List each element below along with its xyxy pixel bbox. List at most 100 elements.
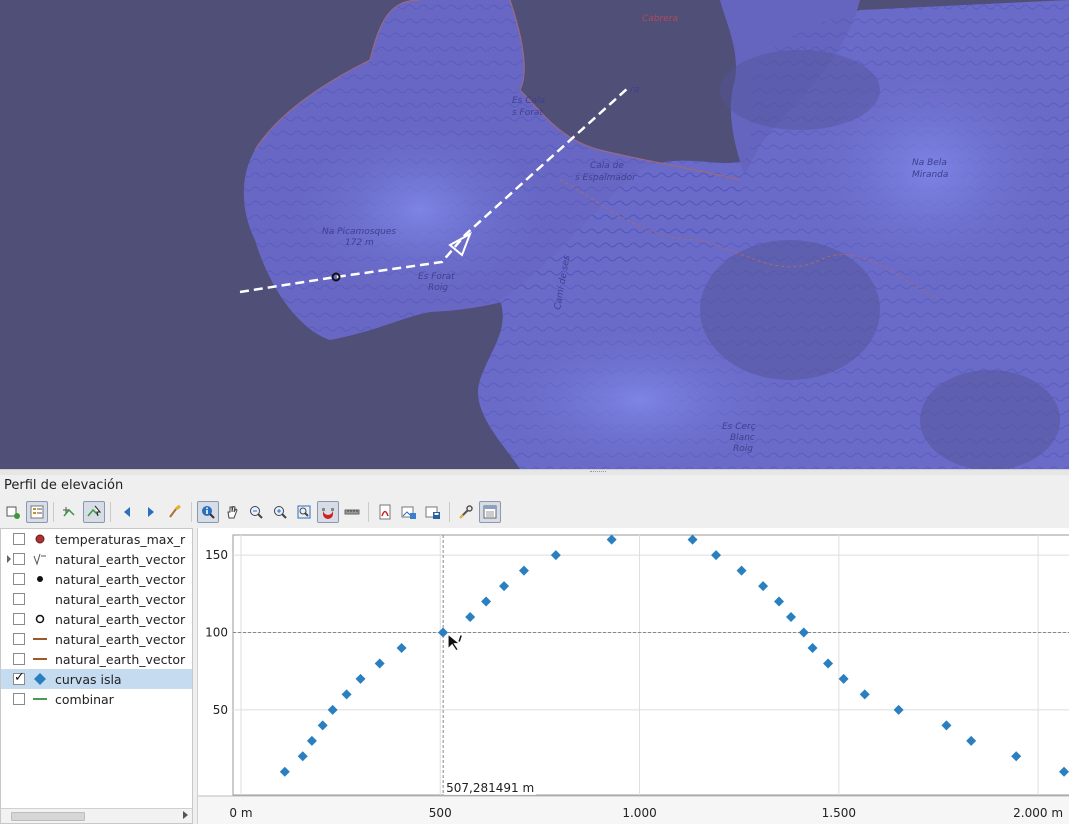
cursor-distance-label: 507,281491 m (446, 781, 534, 795)
data-point[interactable] (518, 565, 529, 576)
data-point[interactable] (966, 735, 977, 746)
profile-line[interactable] (239, 87, 629, 294)
data-point[interactable] (606, 534, 617, 545)
data-point[interactable] (807, 642, 818, 653)
scrollbar-thumb[interactable] (11, 812, 85, 821)
elevation-plot-svg[interactable]: 0 m 500 1.000 1.500 2.000 m 50 100 150 507,28149… (198, 528, 1069, 824)
data-point[interactable] (774, 596, 785, 607)
elevation-plot[interactable]: 0 m 500 1.000 1.500 2.000 m 50 100 150 507,28149… (197, 528, 1069, 824)
data-point[interactable] (297, 751, 308, 762)
data-point[interactable] (341, 689, 352, 700)
scroll-right-icon[interactable] (183, 811, 188, 819)
data-point[interactable] (786, 612, 796, 623)
data-point[interactable] (438, 627, 449, 638)
data-point[interactable] (1059, 766, 1069, 777)
data-point[interactable] (893, 704, 904, 715)
data-point[interactable] (279, 766, 290, 777)
data-point[interactable] (736, 565, 747, 576)
clear-button[interactable] (164, 501, 186, 523)
zoom-in-button[interactable] (269, 501, 291, 523)
data-point[interactable] (941, 720, 952, 731)
zoom-x-button[interactable] (245, 501, 267, 523)
settings-button[interactable] (455, 501, 477, 523)
pan-button[interactable] (221, 501, 243, 523)
toolbar-separator (191, 502, 192, 522)
new-profile-button[interactable] (2, 501, 24, 523)
data-point[interactable] (711, 550, 722, 561)
toolbar-separator (449, 502, 450, 522)
layer-visibility-checkbox[interactable] (13, 670, 25, 685)
toolbar-separator (110, 502, 111, 522)
map-svg[interactable]: Cabrera Es Cala s Forat Cala de s Espalm… (0, 0, 1069, 469)
layer-symbol-icon (33, 672, 47, 686)
data-point[interactable] (374, 658, 385, 669)
data-point[interactable] (481, 596, 492, 607)
previous-button[interactable] (116, 501, 138, 523)
layer-visibility-checkbox[interactable] (13, 633, 25, 645)
data-point[interactable] (798, 627, 809, 638)
layer-name: natural_earth_vector (55, 611, 186, 627)
layer-item[interactable]: natural_earth_vector (1, 589, 192, 609)
export-image-button[interactable] (398, 501, 420, 523)
data-point[interactable] (327, 704, 338, 715)
trail-path (559, 179, 941, 301)
layer-visibility-checkbox[interactable] (13, 593, 25, 605)
layer-item[interactable]: natural_earth_vector (1, 549, 192, 569)
y-tick-label: 50 (213, 703, 228, 717)
map-label: s Forat (512, 108, 543, 118)
data-point[interactable] (499, 581, 510, 592)
data-point[interactable] (550, 550, 561, 561)
layer-visibility-checkbox[interactable] (13, 653, 25, 665)
layer-item[interactable]: curvas isla (1, 669, 192, 689)
layer-symbol-icon (33, 652, 47, 666)
data-point[interactable] (758, 581, 769, 592)
layer-item[interactable]: natural_earth_vector (1, 629, 192, 649)
layer-indent (1, 529, 13, 549)
capture-curve-button[interactable] (59, 501, 81, 523)
data-point[interactable] (823, 658, 834, 669)
next-button[interactable] (140, 501, 162, 523)
layer-visibility-checkbox[interactable] (13, 693, 25, 705)
layer-visibility-checkbox[interactable] (13, 573, 25, 585)
x-tick-label: 2.000 m (1013, 806, 1063, 820)
measure-icon (344, 509, 360, 515)
x-axis-band (198, 796, 1069, 824)
data-point[interactable] (465, 612, 476, 623)
zoom-full-button[interactable] (293, 501, 315, 523)
data-point[interactable] (317, 720, 328, 731)
mouse-pointer-icon (447, 633, 461, 652)
layer-item[interactable]: natural_earth_vector (1, 569, 192, 589)
layer-tree-icon (30, 505, 44, 519)
layer-item[interactable]: combinar (1, 689, 192, 709)
toolbar-separator (368, 502, 369, 522)
layer-tree-button[interactable] (26, 501, 48, 523)
capture-curve-icon (63, 507, 75, 517)
zoom-full-icon (297, 505, 311, 519)
x-tick-label: 500 (429, 806, 452, 820)
map-canvas[interactable]: Cabrera Es Cala s Forat Cala de s Espalm… (0, 0, 1069, 469)
data-point[interactable] (306, 735, 317, 746)
export-pdf-button[interactable] (374, 501, 396, 523)
data-point[interactable] (355, 673, 366, 684)
layer-visibility-checkbox[interactable] (13, 553, 25, 565)
layer-list-scrollbar[interactable] (1, 808, 192, 823)
layer-item[interactable]: natural_earth_vector (1, 649, 192, 669)
identify-button[interactable] (197, 501, 219, 523)
expand-arrow-icon[interactable] (1, 549, 13, 569)
data-point[interactable] (838, 673, 849, 684)
layer-visibility-checkbox[interactable] (13, 613, 25, 625)
options-button[interactable] (479, 501, 501, 523)
snapping-button[interactable] (317, 501, 339, 523)
layer-item[interactable]: temperaturas_max_r (1, 529, 192, 549)
layer-item[interactable]: natural_earth_vector (1, 609, 192, 629)
data-point[interactable] (859, 689, 870, 700)
shade-zone-2 (920, 370, 1060, 469)
layer-visibility-checkbox[interactable] (13, 533, 25, 545)
data-point[interactable] (1011, 751, 1022, 762)
capture-curve-from-feature-button[interactable] (83, 501, 105, 523)
data-point[interactable] (396, 642, 407, 653)
measure-button[interactable] (341, 501, 363, 523)
data-point[interactable] (687, 534, 698, 545)
export-3d-button[interactable] (422, 501, 444, 523)
layer-name: natural_earth_vector (55, 571, 186, 587)
